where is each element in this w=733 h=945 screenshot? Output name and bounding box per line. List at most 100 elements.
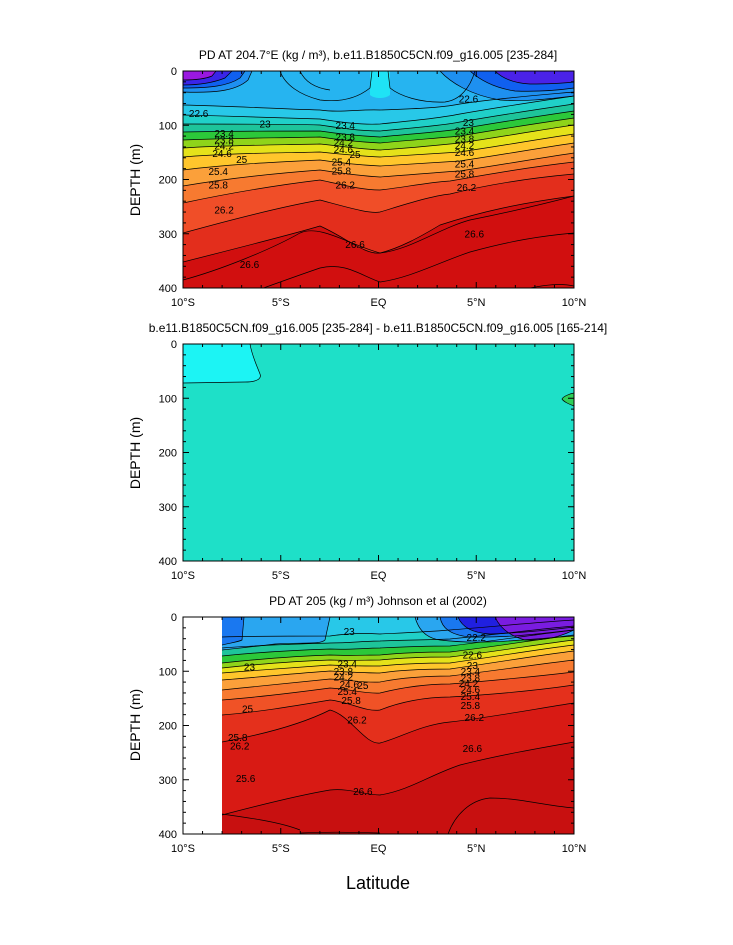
x-tick-label: EQ (371, 570, 387, 582)
contour-label: 23.4 (336, 121, 356, 132)
contour-label: 25.8 (461, 701, 481, 712)
contour-label: 25 (349, 150, 361, 161)
y-tick-label: 200 (159, 448, 177, 460)
contour-label: 24.2 (334, 138, 354, 149)
contour-label: 26.6 (465, 229, 485, 240)
y-tick-label: 300 (159, 229, 177, 241)
contour-label: 24.6 (334, 145, 354, 156)
x-tick-label: 10°N (562, 570, 587, 582)
y-tick-label: 0 (171, 66, 177, 78)
contour-label: 26.2 (347, 716, 367, 727)
panel-2-ylabel: DEPTH (m) (127, 417, 143, 489)
contour-label: 25.4 (208, 167, 228, 178)
contour-label: 23.8 (336, 133, 356, 144)
contour-label: 25 (357, 681, 369, 692)
contour-label: 23.8 (214, 135, 234, 146)
contour-label: 25.4 (455, 159, 475, 170)
contour-label: 22.6 (463, 650, 483, 661)
contour-label: 25.4 (332, 158, 352, 169)
contour-label: 25.4 (461, 692, 481, 703)
x-tick-label: 5°N (467, 570, 486, 582)
y-tick-label: 200 (159, 175, 177, 187)
contour-label: 25.8 (228, 733, 248, 744)
contour-label: 25.8 (332, 166, 352, 177)
contour-label: 23.8 (461, 673, 481, 684)
x-tick-label: 5°N (467, 297, 486, 309)
contour-label: 24.6 (339, 680, 359, 691)
contour-label: 25 (236, 155, 248, 166)
contour-label: 23 (260, 120, 272, 131)
contour-label: 26.6 (345, 240, 365, 251)
x-tick-label: 10°S (171, 297, 195, 309)
contour-label: 26.6 (240, 260, 260, 271)
panel-1-ylabel: DEPTH (m) (127, 144, 143, 216)
y-tick-label: 400 (159, 829, 177, 841)
y-tick-label: 200 (159, 721, 177, 733)
contour-label: 26.2 (457, 183, 477, 194)
panel-1-contour-labels: 22.62323.423.824.224.62525.425.826.226.6… (189, 95, 485, 271)
figure-xlabel: Latitude (346, 873, 410, 893)
contour-label: 25.8 (341, 696, 361, 707)
x-tick-label: 5°N (467, 843, 486, 855)
contour-label: 23.4 (461, 667, 481, 678)
panel-3-title: PD AT 205 (kg / m³) Johnson et al (2002) (269, 594, 487, 608)
panel-1-field: 22.62323.423.824.224.62525.425.826.226.6… (183, 71, 574, 288)
panel-2-axes: 10°S 5°S EQ 5°N 10°N 0 100 200 300 400 (159, 339, 587, 582)
contour-label: 26.2 (214, 205, 234, 216)
panel-1: PD AT 204.7°E (kg / m³), b.e11.B1850C5CN… (127, 48, 587, 309)
x-tick-label: 10°S (171, 570, 195, 582)
contour-label: 23 (344, 627, 356, 638)
contour-label: 26.2 (336, 180, 356, 191)
contour-label: 25.6 (236, 774, 256, 785)
panel-1-axes: 10°S 5°S EQ 5°N 10°N 0 100 200 300 400 (159, 66, 587, 309)
contour-label: 25.4 (337, 687, 357, 698)
contour-label: 23.8 (455, 134, 475, 145)
y-tick-label: 0 (171, 339, 177, 351)
x-tick-label: 10°S (171, 843, 195, 855)
x-tick-label: EQ (371, 843, 387, 855)
contour-label: 24.2 (455, 141, 475, 152)
panel-1-title: PD AT 204.7°E (kg / m³), b.e11.B1850C5CN… (199, 48, 557, 62)
contour-label: 22.2 (467, 633, 487, 644)
y-tick-label: 100 (159, 393, 177, 405)
contour-label: 26.6 (463, 744, 483, 755)
contour-label: 25.8 (208, 180, 228, 191)
contour-label: 22.6 (189, 109, 209, 120)
contour-label: 23.4 (214, 129, 234, 140)
x-tick-label: 10°N (562, 297, 587, 309)
y-tick-label: 300 (159, 502, 177, 514)
contour-label: 23.4 (455, 127, 475, 138)
contour-label: 24.6 (461, 685, 481, 696)
x-tick-label: 10°N (562, 843, 587, 855)
contour-label: 26.6 (353, 787, 373, 798)
contour-label: 23.4 (337, 660, 357, 671)
contour-label: 25.8 (455, 170, 475, 181)
panel-3-axes: 10°S 5°S EQ 5°N 10°N 0 100 200 300 400 (159, 612, 587, 855)
x-tick-label: EQ (371, 297, 387, 309)
y-tick-label: 400 (159, 283, 177, 295)
contour-label: 26.2 (465, 713, 485, 724)
x-tick-label: 5°S (272, 843, 290, 855)
contour-label: 26.2 (230, 742, 250, 753)
x-tick-label: 5°S (272, 297, 290, 309)
contour-label: 24.2 (459, 679, 479, 690)
y-tick-label: 400 (159, 556, 177, 568)
contour-label: 24.6 (212, 149, 232, 160)
contour-label: 23.8 (334, 667, 354, 678)
y-tick-label: 0 (171, 612, 177, 624)
contour-label: 25 (242, 705, 254, 716)
panel-2-title: b.e11.B1850C5CN.f09_g16.005 [235-284] - … (149, 321, 608, 335)
y-tick-label: 100 (159, 120, 177, 132)
x-tick-label: 5°S (272, 570, 290, 582)
contour-label: 23 (463, 118, 475, 129)
y-tick-label: 100 (159, 666, 177, 678)
panel-3-ylabel: DEPTH (m) (127, 689, 143, 761)
contour-label: 24.6 (455, 148, 475, 159)
panel-2: b.e11.B1850C5CN.f09_g16.005 [235-284] - … (127, 321, 607, 582)
contour-label: 22.6 (459, 95, 479, 106)
contour-label: 23 (467, 661, 479, 672)
panel-3: PD AT 205 (kg / m³) Johnson et al (2002) (127, 594, 586, 855)
